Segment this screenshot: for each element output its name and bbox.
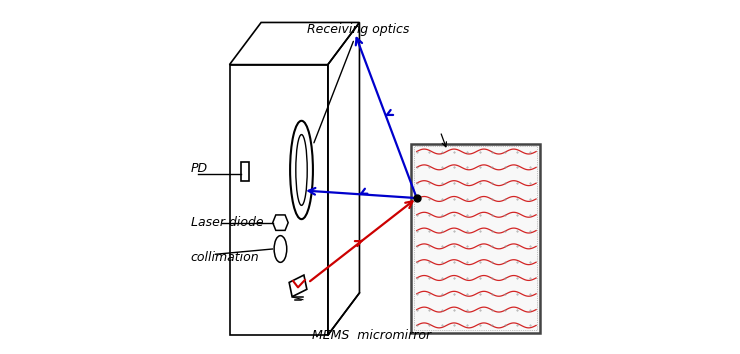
Text: PD: PD — [191, 162, 208, 175]
Text: MEMS  micromirror: MEMS micromirror — [312, 329, 431, 342]
Bar — [414, 147, 536, 331]
Bar — [241, 162, 249, 181]
Text: Laser diode: Laser diode — [191, 216, 263, 229]
Bar — [411, 144, 539, 333]
Text: collimation: collimation — [191, 251, 260, 264]
Text: Receiving optics: Receiving optics — [307, 23, 409, 143]
